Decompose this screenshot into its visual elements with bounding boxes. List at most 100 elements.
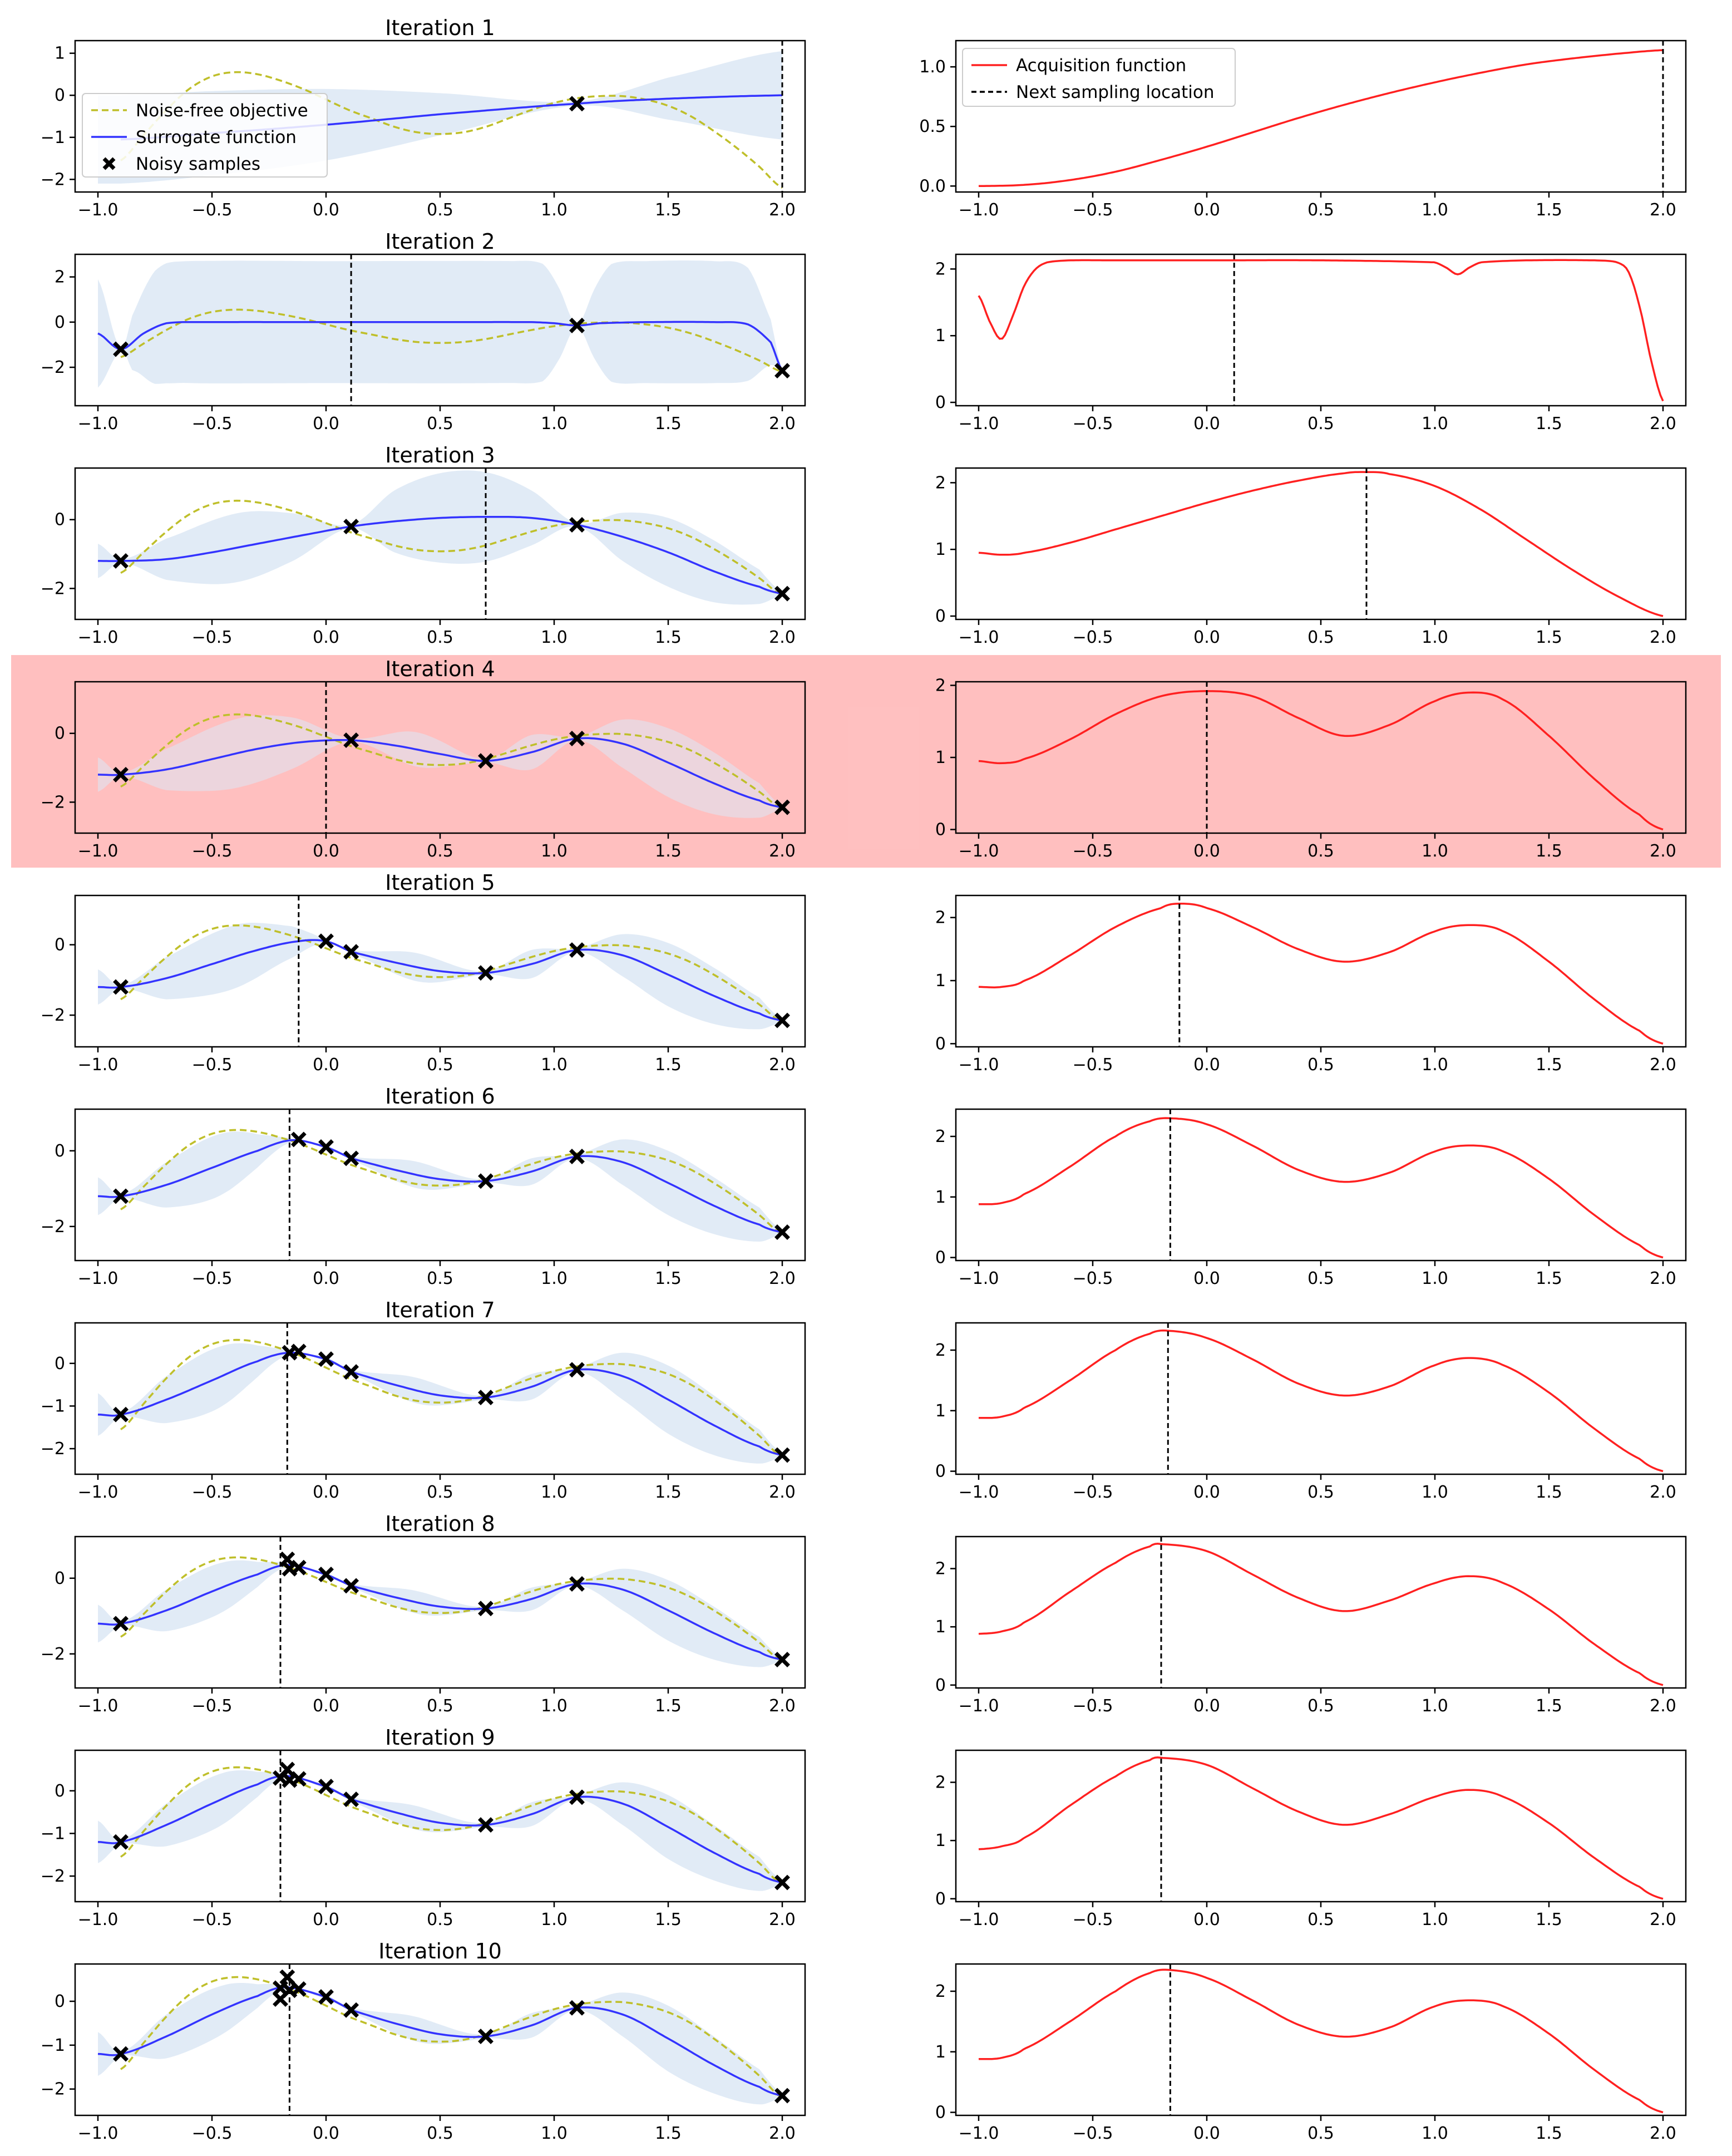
iter1-left-ytick-label: −2 <box>41 170 65 189</box>
iter4-left-xtick-label: 0.5 <box>427 841 453 861</box>
iter6-left-xtick-label: 2.0 <box>769 1269 796 1288</box>
iter4-left-ytick-label: 0 <box>55 724 65 744</box>
sample-marker-stroke <box>478 1817 494 1833</box>
sample-marker-stroke <box>113 979 129 995</box>
noisy-sample <box>290 1343 307 1360</box>
iter2-left-xtick-label: 0.5 <box>427 414 453 434</box>
sample-marker-stroke <box>343 1578 359 1594</box>
legend-right-box <box>962 48 1236 107</box>
iter6-right-ytick-label: 0 <box>935 1248 946 1268</box>
iter6-right-xtick-label: 2.0 <box>1650 1269 1676 1288</box>
iter8-right-xtick-label: 1.5 <box>1536 1696 1562 1716</box>
noisy-sample <box>774 2088 790 2104</box>
sample-marker-stroke <box>569 96 585 112</box>
iter1-right-ytick-label: 1.0 <box>919 57 946 77</box>
iter4-left-xtick-label: 1.5 <box>655 841 682 861</box>
noisy-sample <box>774 1224 790 1240</box>
iter3-right-plot-area <box>978 468 1664 619</box>
iter10-left-xtick-label: 0.0 <box>313 2124 339 2143</box>
iter9-right-xtick-label: −0.5 <box>1073 1910 1113 1929</box>
iter5-left-plot-area <box>97 895 783 1047</box>
iter7-left-xtick-label: 0.5 <box>427 1483 453 1502</box>
iter4-right-xtick-label: 1.0 <box>1422 841 1448 861</box>
iter7-right-xtick-label: 1.0 <box>1422 1483 1448 1502</box>
noisy-sample <box>290 1559 307 1576</box>
sample-marker-stroke <box>774 1652 790 1667</box>
iter2-left-ytick-label: 0 <box>55 313 65 332</box>
iter10-right-xtick-label: 0.5 <box>1307 2124 1334 2143</box>
noisy-sample <box>290 1981 307 1997</box>
acquisition-line <box>978 1543 1664 1686</box>
sample-marker-stroke <box>343 732 359 749</box>
iter1-left-ytick-label: 1 <box>55 44 65 63</box>
iter2-left-xtick-label: 1.0 <box>541 414 568 434</box>
iter7-right-ytick-label: 0 <box>935 1462 946 1481</box>
noisy-sample <box>569 1362 585 1378</box>
uncertainty-band <box>98 1131 782 1242</box>
sample-marker-stroke <box>569 1576 585 1592</box>
iter5-right-frame <box>955 894 1687 1048</box>
iter10-left-xtick-label: 1.5 <box>655 2124 682 2143</box>
sample-marker-stroke <box>569 731 585 746</box>
sample-marker-stroke <box>113 341 129 357</box>
iter5-right-xtick-label: 0.5 <box>1307 1055 1334 1075</box>
noisy-sample <box>569 317 585 333</box>
iter5-right-ytick-label: 0 <box>935 1034 946 1054</box>
iteration-title: Iteration 6 <box>385 1084 495 1109</box>
iter10-right-xtick-label: 1.0 <box>1422 2124 1448 2143</box>
iter3-left-plot-area <box>98 468 783 619</box>
iter7-left-xtick-label: 0.0 <box>313 1483 339 1502</box>
sample-marker-stroke <box>569 1149 585 1164</box>
iter9-left-xtick-label: 0.0 <box>313 1910 339 1929</box>
objective-line <box>120 1338 783 1458</box>
iter2-left-xtick-label: 2.0 <box>769 414 796 434</box>
legend-left-label: Surrogate function <box>136 127 297 147</box>
iter10-left-xtick-label: −0.5 <box>192 2124 233 2143</box>
iter9-left-xtick-label: −0.5 <box>192 1910 233 1929</box>
noisy-sample <box>343 519 359 535</box>
noisy-sample <box>318 1139 334 1155</box>
objective-line <box>120 71 783 189</box>
iter7-right-xtick-label: −1.0 <box>959 1483 999 1502</box>
iter10-left-xtick-label: 1.0 <box>541 2124 568 2143</box>
sample-marker-stroke <box>113 766 129 782</box>
uncertainty-band <box>98 260 782 388</box>
noisy-sample <box>318 1779 334 1795</box>
sample-marker-stroke <box>318 1779 334 1795</box>
iter1-left-xtick-label: 1.0 <box>541 200 568 220</box>
iter7-left-xtick-label: 1.0 <box>541 1483 568 1502</box>
iter10-left-ytick-label: −1 <box>41 2036 65 2055</box>
acquisition-line <box>978 1117 1664 1259</box>
noisy-sample <box>478 1601 494 1617</box>
sample-marker-stroke <box>113 1616 129 1632</box>
noisy-sample <box>343 1150 359 1166</box>
iter6-right-frame <box>955 1108 1687 1262</box>
iter5-right-xtick-label: 0.0 <box>1193 1055 1220 1075</box>
iter4-right-xtick-label: −1.0 <box>959 841 999 861</box>
objective-line <box>120 1766 783 1886</box>
iter7-right-xtick-label: 1.5 <box>1536 1483 1562 1502</box>
iter9-left-xtick-label: 1.5 <box>655 1910 682 1929</box>
iter8-right-frame <box>955 1535 1687 1689</box>
iter9-right-xtick-label: −1.0 <box>959 1910 999 1929</box>
iter8-right-xtick-label: 0.5 <box>1307 1696 1334 1716</box>
iter4-left-xtick-label: 2.0 <box>769 841 796 861</box>
acquisition-line <box>978 690 1664 831</box>
legend-swatch-samples <box>102 157 116 170</box>
noisy-sample <box>343 1791 359 1808</box>
iter10-right-xtick-label: −1.0 <box>959 2124 999 2143</box>
sample-marker-stroke <box>113 553 129 569</box>
sample-marker-stroke <box>318 1989 334 2005</box>
iter1-right-xtick-label: −0.5 <box>1073 200 1113 220</box>
iter9-right-frame <box>955 1749 1687 1903</box>
noisy-sample <box>279 1969 295 1985</box>
iter10-right-ytick-label: 0 <box>935 2103 946 2123</box>
iter8-right-ytick-label: 1 <box>935 1617 946 1637</box>
iter3-right-ytick-label: 0 <box>935 607 946 626</box>
noisy-sample <box>318 1351 334 1367</box>
sample-marker-stroke <box>113 1188 129 1204</box>
sample-marker-stroke <box>279 1761 295 1778</box>
iter10-right-xtick-label: 2.0 <box>1650 2124 1676 2143</box>
iter5-left-xtick-label: 1.0 <box>541 1055 568 1075</box>
